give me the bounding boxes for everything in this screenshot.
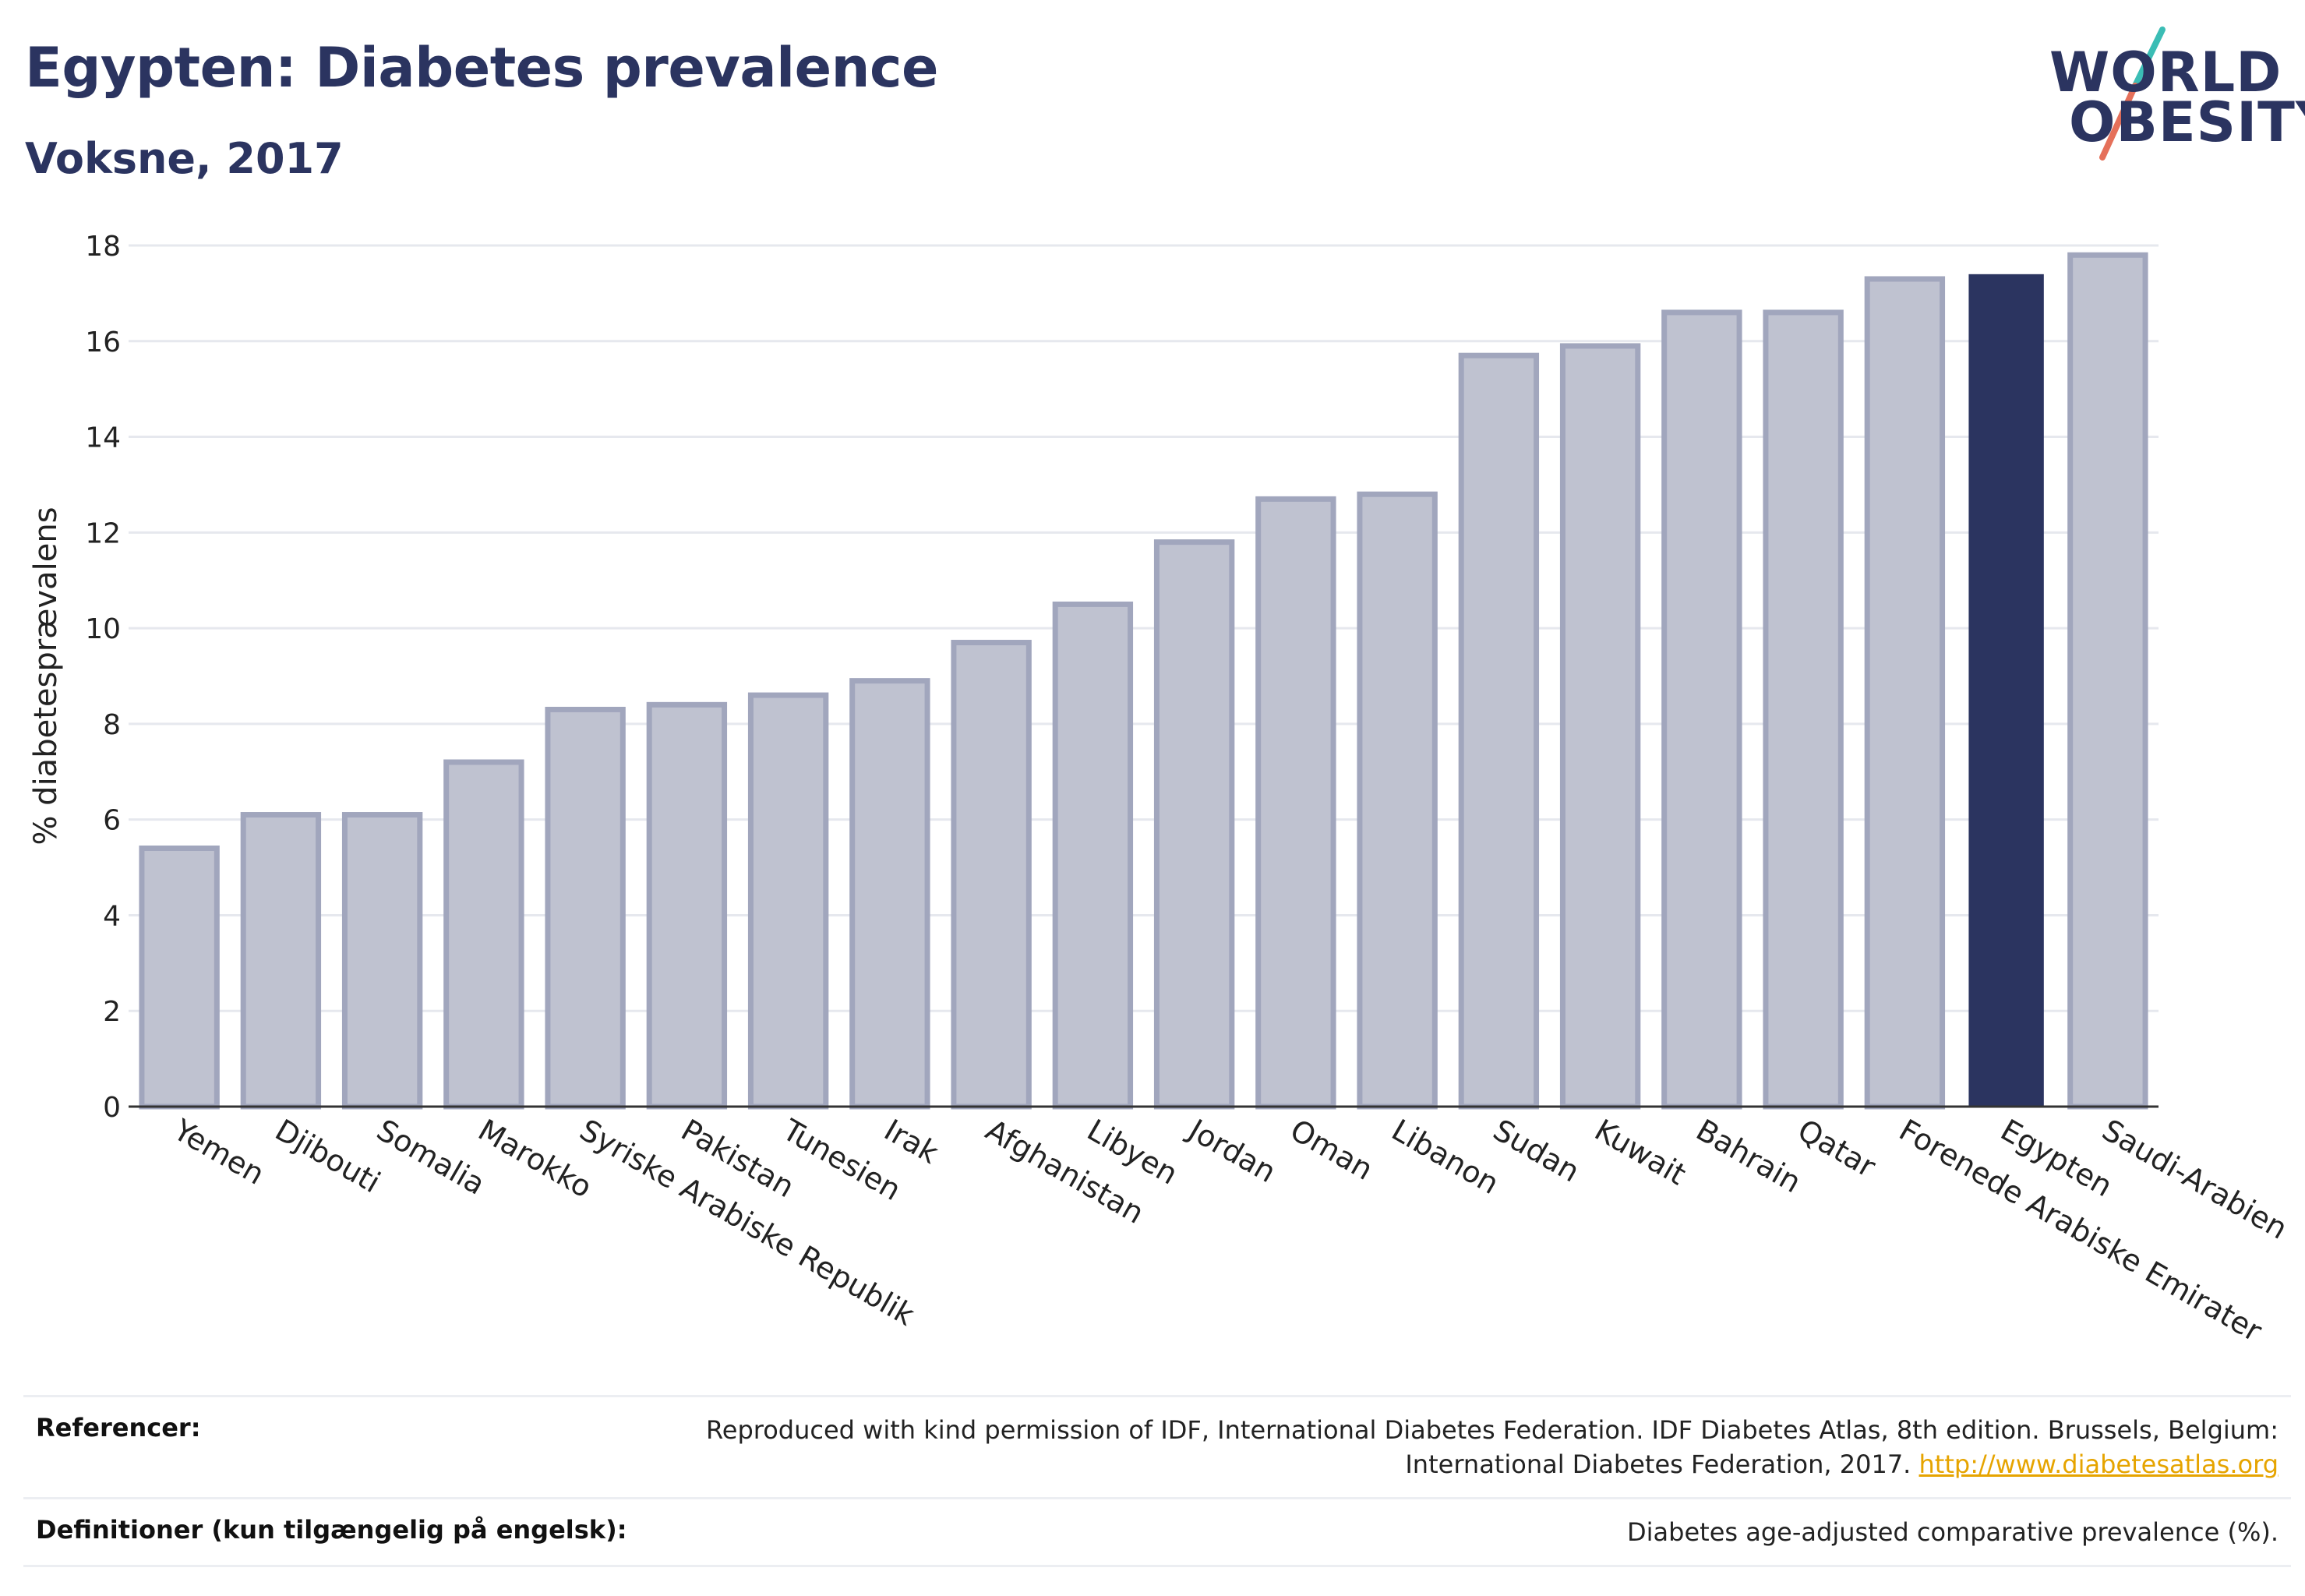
y-tick-label: 16 bbox=[85, 327, 121, 358]
y-axis-label: % diabetesprævalens bbox=[28, 507, 64, 845]
logo-slash-icon bbox=[2099, 26, 2166, 161]
x-tick-label: Kuwait bbox=[1589, 1113, 1692, 1192]
page-subtitle: Voksne, 2017 bbox=[25, 134, 344, 183]
bar-qatar bbox=[1763, 309, 1844, 1110]
footer: Referencer: Reproduced with kind permiss… bbox=[23, 1395, 2291, 1567]
bar-yemen bbox=[139, 846, 220, 1110]
bar-kuwait bbox=[1559, 343, 1641, 1110]
x-tick-label: Bahrain bbox=[1690, 1113, 1806, 1200]
bar-marokko bbox=[443, 759, 524, 1110]
x-tick-label: Jordan bbox=[1181, 1112, 1281, 1190]
bar-tunesien bbox=[747, 692, 829, 1110]
y-tick-label: 8 bbox=[103, 709, 121, 741]
definitions-text: Diabetes age-adjusted comparative preval… bbox=[1627, 1517, 2279, 1547]
x-tick-label: Saudi-Arabien bbox=[2096, 1113, 2293, 1246]
definitions-label: Definitioner (kun tilgængelig på engelsk… bbox=[36, 1515, 627, 1545]
y-tick-label: 10 bbox=[85, 613, 121, 645]
bar-afghanistan bbox=[951, 640, 1032, 1110]
logo-line-2: OBESITY bbox=[2069, 90, 2305, 154]
bar-oman bbox=[1255, 496, 1336, 1110]
bar-forenede-arabiske-emirater bbox=[1864, 276, 1946, 1110]
bar-egypten bbox=[1968, 274, 2044, 1107]
y-tick-label: 4 bbox=[103, 900, 121, 932]
bar-djibouti bbox=[240, 812, 322, 1110]
definitions-row: Definitioner (kun tilgængelig på engelsk… bbox=[23, 1497, 2291, 1567]
references-citation: Reproduced with kind permission of IDF, … bbox=[705, 1415, 2279, 1479]
bar-sudan bbox=[1458, 352, 1540, 1110]
bar-chart: 0 2 4 6 8 10 12 14 16 18 % diabetesprævalens Yemen D… bbox=[28, 231, 2293, 1349]
x-tick-label: Oman bbox=[1284, 1113, 1378, 1187]
y-tick-label: 2 bbox=[103, 996, 121, 1028]
bar-libyen bbox=[1052, 601, 1134, 1110]
world-obesity-logo: WORLD OBESITY bbox=[2026, 23, 2305, 164]
bar-somalia bbox=[341, 812, 423, 1110]
x-tick-label: Marokko bbox=[472, 1113, 598, 1205]
x-tick-label: Forenede Arabiske Emirater bbox=[1894, 1113, 2268, 1349]
y-tick-label: 0 bbox=[103, 1092, 121, 1124]
references-link[interactable]: http://www.diabetesatlas.org bbox=[1918, 1449, 2279, 1479]
y-tick-label: 6 bbox=[103, 805, 121, 837]
bar-jordan bbox=[1153, 539, 1235, 1110]
bar-bahrain bbox=[1661, 309, 1742, 1110]
x-tick-label: Sudan bbox=[1488, 1113, 1586, 1189]
bar-libanon bbox=[1357, 491, 1438, 1110]
y-tick-label: 18 bbox=[85, 231, 121, 263]
x-tick-label: Libanon bbox=[1386, 1113, 1505, 1201]
logo-line-1: WORLD bbox=[2049, 41, 2282, 104]
x-tick-label: Djibouti bbox=[270, 1113, 387, 1200]
x-tick-label: Irak bbox=[878, 1113, 944, 1171]
bar-saudi-arabien bbox=[2067, 252, 2148, 1110]
bar-pakistan bbox=[646, 701, 728, 1110]
y-tick-label: 12 bbox=[85, 517, 121, 549]
x-tick-label: Somalia bbox=[371, 1113, 491, 1202]
x-tick-label: Qatar bbox=[1792, 1113, 1882, 1185]
references-row: Referencer: Reproduced with kind permiss… bbox=[23, 1395, 2291, 1497]
references-label: Referencer: bbox=[36, 1413, 201, 1442]
references-text: Reproduced with kind permission of IDF, … bbox=[642, 1413, 2279, 1481]
y-tick-label: 14 bbox=[85, 422, 121, 454]
bar-syriske-arabiske-republik bbox=[545, 706, 626, 1110]
bar-irak bbox=[849, 678, 930, 1110]
x-tick-label: Yemen bbox=[168, 1112, 270, 1192]
page-title: Egypten: Diabetes prevalence bbox=[25, 36, 938, 100]
